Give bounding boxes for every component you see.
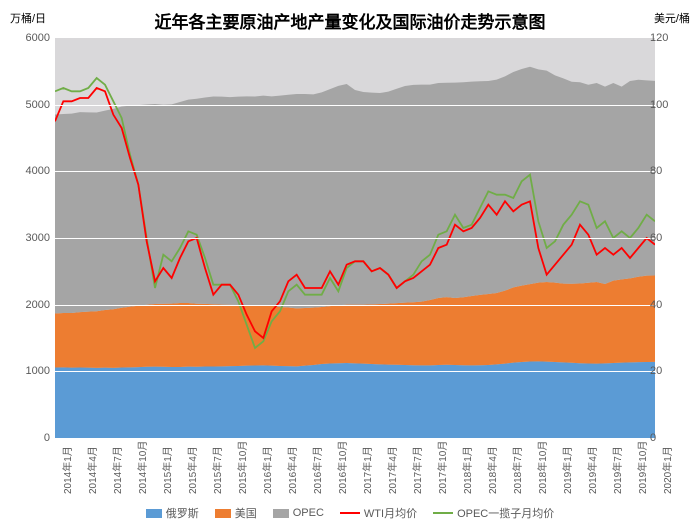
legend: 俄罗斯 美国 OPEC WTI月均价 OPEC一揽子月均价 [0, 505, 700, 521]
legend-label: 俄罗斯 [166, 505, 199, 521]
plot-area [55, 38, 655, 438]
legend-marker-usa [215, 509, 231, 518]
legend-label: 美国 [235, 505, 257, 521]
legend-russia: 俄罗斯 [146, 505, 199, 521]
legend-wti: WTI月均价 [340, 505, 417, 521]
y-axis-left-label: 万桶/日 [10, 10, 46, 26]
legend-marker-russia [146, 509, 162, 518]
chart-container: 近年各主要原油产地产量变化及国际油价走势示意图 万桶/日 美元/桶 010002… [0, 0, 700, 525]
legend-label: OPEC [293, 507, 324, 519]
y-axis-right-label: 美元/桶 [654, 10, 690, 26]
legend-marker-opec [273, 509, 289, 518]
legend-label: OPEC一揽子月均价 [457, 505, 554, 521]
chart-title: 近年各主要原油产地产量变化及国际油价走势示意图 [0, 8, 700, 33]
legend-marker-opec-basket [433, 512, 453, 514]
legend-opec: OPEC [273, 505, 324, 521]
x-axis-labels: 2014年1月2014年4月2014年7月2014年10月2015年1月2015… [55, 442, 655, 497]
legend-opec-basket: OPEC一揽子月均价 [433, 505, 554, 521]
legend-label: WTI月均价 [364, 505, 417, 521]
legend-usa: 美国 [215, 505, 257, 521]
legend-marker-wti [340, 512, 360, 514]
